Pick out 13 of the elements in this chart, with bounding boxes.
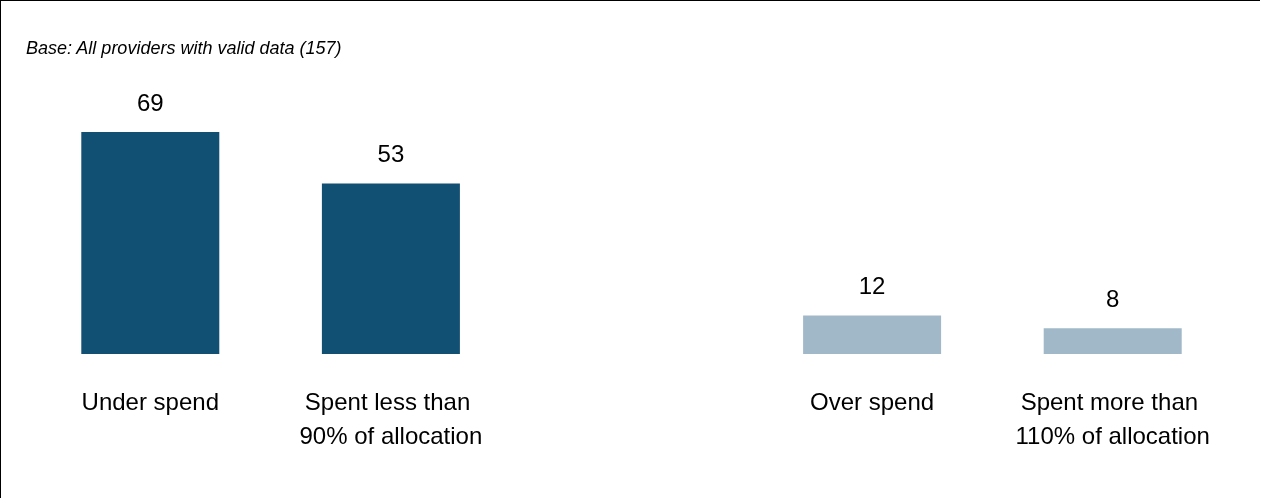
text: Base: All providers with valid data (157) (26, 38, 342, 58)
x-tick-label: Over spend (810, 387, 935, 415)
data-label: 8 (1106, 284, 1120, 312)
data-label: 53 (377, 139, 405, 167)
data-label: 69 (136, 88, 164, 116)
bar (1043, 328, 1182, 354)
bar (321, 183, 460, 354)
x-tick-label: Spent more than 110% of allocation (1015, 387, 1210, 449)
bar (81, 132, 220, 354)
x-tick-label: Spent less than 90% of allocation (299, 387, 483, 449)
x-tick-label: Under spend (81, 387, 220, 415)
bar (803, 315, 942, 354)
data-label: 12 (858, 271, 886, 299)
